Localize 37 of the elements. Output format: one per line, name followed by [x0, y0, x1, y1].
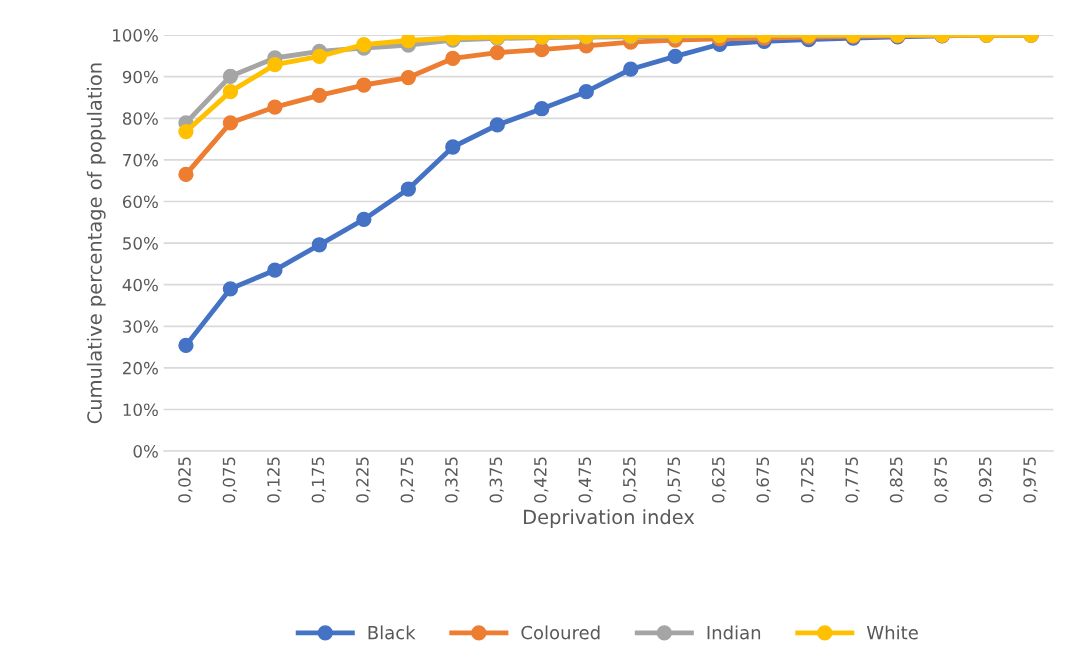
x-tick-label: 0,275	[400, 457, 415, 503]
x-tick-label: 0,725	[800, 457, 816, 503]
y-tick-label: 20%	[123, 361, 158, 375]
x-tick-label: 0,475	[578, 457, 593, 503]
y-tick-label: 10%	[123, 403, 158, 417]
x-tick-label: 0,025	[178, 457, 193, 503]
y-tick-label: 90%	[122, 70, 158, 84]
x-tick-label: 0,625	[711, 457, 727, 503]
y-tick-label: 30%	[123, 320, 158, 333]
y-tick-label: 100%	[113, 29, 158, 42]
y-tick-label: 50%	[123, 237, 158, 250]
x-tick-label: 0,975	[1023, 457, 1038, 503]
x-tick-label: 0,325	[445, 457, 460, 503]
legend-label: Indian	[707, 625, 761, 640]
x-tick-label: 0,525	[622, 457, 638, 503]
legend-label: Coloured	[521, 625, 600, 640]
legend-label: White	[866, 625, 918, 640]
y-tick-label: 40%	[122, 278, 158, 292]
y-tick-label: 60%	[122, 195, 158, 209]
legend-label: Black	[368, 625, 416, 640]
x-tick-label: 0,775	[845, 457, 860, 503]
x-tick-label: 0,825	[889, 457, 905, 503]
x-tick-label: 0,575	[667, 457, 682, 503]
x-tick-label: 0,125	[267, 457, 282, 503]
x-tick-label: 0,675	[756, 457, 771, 503]
x-tick-label: 0,225	[356, 457, 371, 503]
x-tick-label: 0,375	[489, 457, 504, 503]
y-tick-label: 80%	[122, 112, 158, 125]
y-tick-label: 0%	[133, 445, 158, 458]
x-axis-title: Deprivation index	[524, 509, 695, 529]
x-tick-label: 0,175	[311, 457, 326, 503]
x-tick-label: 0,875	[934, 457, 949, 503]
x-tick-label: 0,075	[222, 457, 237, 503]
y-tick-label: 70%	[123, 153, 158, 167]
x-tick-label: 0,925	[978, 457, 994, 503]
y-axis-title: Cumulative percentage of population	[86, 63, 106, 424]
x-tick-label: 0,425	[534, 457, 549, 503]
